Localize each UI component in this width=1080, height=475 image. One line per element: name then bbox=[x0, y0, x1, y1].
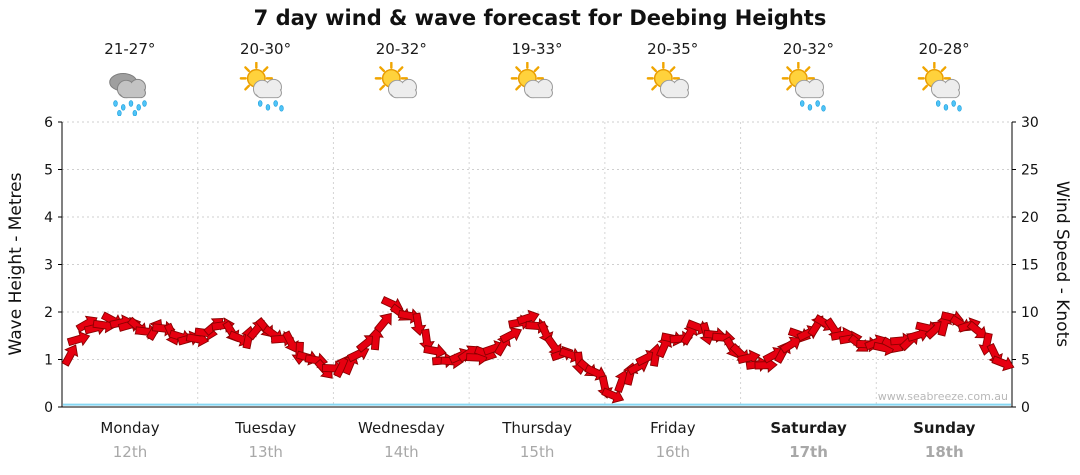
right-tick-label: 20 bbox=[1021, 210, 1039, 226]
day-name: Friday bbox=[650, 419, 696, 437]
wind-arrow bbox=[737, 349, 761, 365]
day-temp-range: 20-35° bbox=[647, 40, 699, 58]
day-name: Thursday bbox=[502, 419, 573, 437]
day-temp-range: 20-32° bbox=[375, 40, 427, 58]
wind-arrow bbox=[991, 355, 1015, 372]
weather-sun-cloud-icon bbox=[510, 62, 553, 99]
weather-sun-rain-icon bbox=[917, 62, 962, 112]
day-name: Sunday bbox=[913, 419, 976, 437]
weather-sun-rain-icon bbox=[782, 62, 827, 112]
day-name: Wednesday bbox=[358, 419, 445, 437]
left-tick-label: 6 bbox=[44, 115, 53, 131]
right-tick-label: 0 bbox=[1021, 400, 1030, 416]
day-date: 18th bbox=[924, 443, 964, 461]
right-tick-label: 5 bbox=[1021, 353, 1030, 369]
left-tick-label: 5 bbox=[44, 163, 53, 179]
day-temp-range: 20-32° bbox=[782, 40, 834, 58]
weather-rain-icon bbox=[109, 73, 147, 116]
wind-arrow bbox=[282, 330, 299, 353]
day-temp-range: 20-30° bbox=[240, 40, 292, 58]
day-temp-range: 19-33° bbox=[511, 40, 563, 58]
right-tick-label: 25 bbox=[1021, 163, 1039, 179]
left-tick-label: 3 bbox=[44, 258, 53, 274]
day-temp-range: 20-28° bbox=[918, 40, 970, 58]
day-date: 13th bbox=[248, 443, 283, 461]
wind-arrow bbox=[516, 309, 540, 326]
left-tick-label: 1 bbox=[44, 353, 53, 369]
day-date: 12th bbox=[112, 443, 148, 461]
watermark: www.seabreeze.com.au bbox=[877, 390, 1008, 403]
wind-arrow bbox=[499, 327, 523, 344]
day-name: Monday bbox=[100, 419, 160, 437]
wind-arrow bbox=[423, 343, 447, 360]
wind-arrow bbox=[419, 328, 435, 353]
wind-arrow bbox=[779, 336, 802, 354]
wind-arrow bbox=[966, 320, 988, 339]
wind-arrow bbox=[66, 331, 91, 347]
day-temp-range: 21-27° bbox=[104, 40, 156, 58]
right-tick-label: 10 bbox=[1021, 305, 1039, 321]
right-tick-label: 15 bbox=[1021, 258, 1039, 274]
left-tick-label: 0 bbox=[44, 400, 53, 416]
left-tick-label: 2 bbox=[44, 305, 53, 321]
day-date: 16th bbox=[655, 443, 691, 461]
right-tick-label: 30 bbox=[1021, 115, 1039, 131]
left-tick-label: 4 bbox=[44, 210, 53, 226]
day-date: 17th bbox=[789, 443, 828, 461]
weather-sun-rain-icon bbox=[239, 62, 284, 112]
weather-sun-cloud-icon bbox=[646, 62, 689, 99]
wind-arrow bbox=[601, 387, 625, 404]
day-date: 15th bbox=[519, 443, 555, 461]
day-name: Saturday bbox=[770, 419, 847, 437]
weather-sun-cloud-icon bbox=[374, 62, 418, 99]
day-date: 14th bbox=[384, 443, 419, 461]
day-name: Tuesday bbox=[235, 419, 297, 437]
wind-arrow bbox=[374, 312, 392, 334]
chart-title: 7 day wind & wave forecast for Deebing H… bbox=[253, 6, 827, 30]
wind-arrow bbox=[61, 344, 79, 367]
